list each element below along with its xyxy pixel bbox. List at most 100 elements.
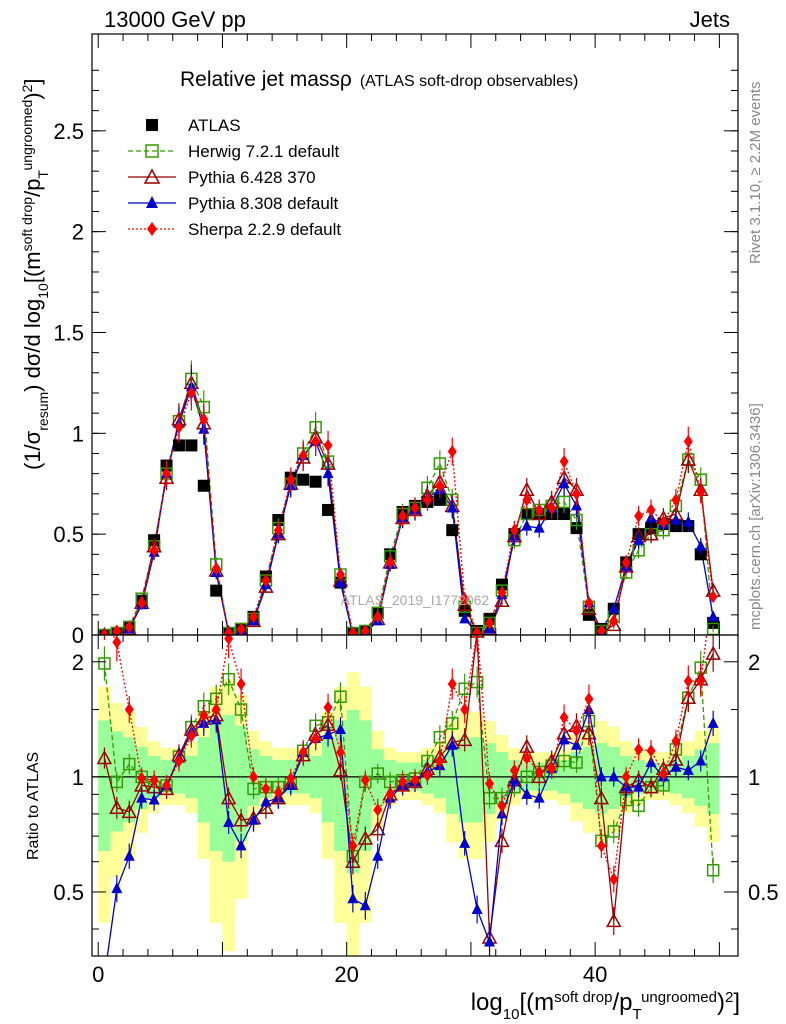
data-marker [235,839,247,851]
ratio-y-tick-label: 0.5 [53,880,84,905]
data-marker [211,703,221,717]
data-marker [533,521,545,533]
data-marker [595,770,607,782]
data-marker [286,772,296,786]
data-marker [309,475,322,488]
data-marker [124,703,134,717]
data-marker [446,717,459,730]
data-marker [485,616,495,630]
data-marker [236,622,246,635]
data-marker [446,501,458,513]
y-tick-label: 1.5 [53,320,84,345]
data-marker [456,596,473,611]
data-marker [233,812,249,827]
x-tick-label: 40 [583,962,607,987]
data-marker [646,744,656,758]
data-marker [533,791,545,803]
data-marker [111,882,123,894]
data-marker [123,757,136,771]
data-marker [348,626,358,635]
data-marker [558,733,570,745]
ratio-y-tick-label-right: 0.5 [748,880,779,905]
data-marker [683,434,693,448]
data-marker [557,754,571,768]
ratio-y-tick-label: 1 [72,765,84,790]
data-marker [572,724,581,738]
data-marker [446,524,459,537]
data-marker [137,596,147,610]
data-marker [249,610,258,624]
data-marker [360,624,370,635]
data-marker [98,657,111,670]
data-marker [456,731,473,747]
data-marker [121,803,138,819]
data-marker [334,690,347,704]
stat-band-green [470,737,484,823]
legend: ATLAS Herwig 7.2.1 default Pythia 6.428 37… [128,116,341,239]
data-marker [422,768,432,782]
legend-label: Pythia 8.308 default [188,194,339,213]
data-marker [172,439,185,452]
ratio-series-group [96,635,721,956]
data-marker [475,635,480,639]
stat-band-green [346,710,360,874]
data-marker [534,503,544,517]
data-marker [112,624,122,635]
data-marker [323,438,333,452]
data-marker [96,749,113,765]
data-marker [485,777,495,791]
data-marker [360,773,370,787]
y-tick-label: 0 [72,623,84,648]
data-marker [149,543,159,557]
data-marker [162,467,172,481]
data-marker [359,899,371,911]
data-marker [671,734,681,748]
data-marker [609,614,619,628]
data-marker [682,515,694,527]
data-marker [210,584,223,597]
data-marker [559,455,569,469]
watermark: ATLAS_2019_I1772062 [341,592,490,608]
data-marker [634,509,644,523]
data-marker [621,770,631,784]
data-marker [572,487,581,501]
data-marker [435,754,445,768]
data-marker [385,787,395,801]
data-marker [186,729,196,743]
ratio-axis-label: Ratio to ATLAS [25,752,42,860]
legend-label: ATLAS [188,116,241,135]
data-marker [705,645,721,660]
data-marker [446,738,458,750]
data-marker [298,745,308,759]
data-marker [109,799,125,815]
data-marker [460,592,470,606]
data-marker [335,745,345,759]
data-marker [522,493,532,507]
data-marker [494,832,510,848]
data-marker [633,533,645,545]
data-marker [174,420,184,434]
data-marker [646,503,656,517]
data-marker [373,610,383,624]
data-marker [110,775,124,789]
data-marker [148,793,160,805]
data-marker [671,493,681,507]
data-marker [658,767,668,781]
data-marker [199,708,209,722]
data-marker [593,790,610,805]
data-marker [584,692,594,706]
data-marker [522,751,532,765]
data-marker [557,495,571,509]
data-marker [223,815,235,827]
data-marker [696,674,706,688]
stat-band-green [446,743,459,814]
data-marker [531,768,547,784]
stat-band-green [210,720,223,851]
data-marker [334,576,346,588]
data-marker [145,144,159,158]
y-tick-label: 0.5 [53,522,84,547]
data-marker [596,839,606,853]
ratio-uncertainty-bands [92,672,738,956]
data-marker [322,503,335,516]
